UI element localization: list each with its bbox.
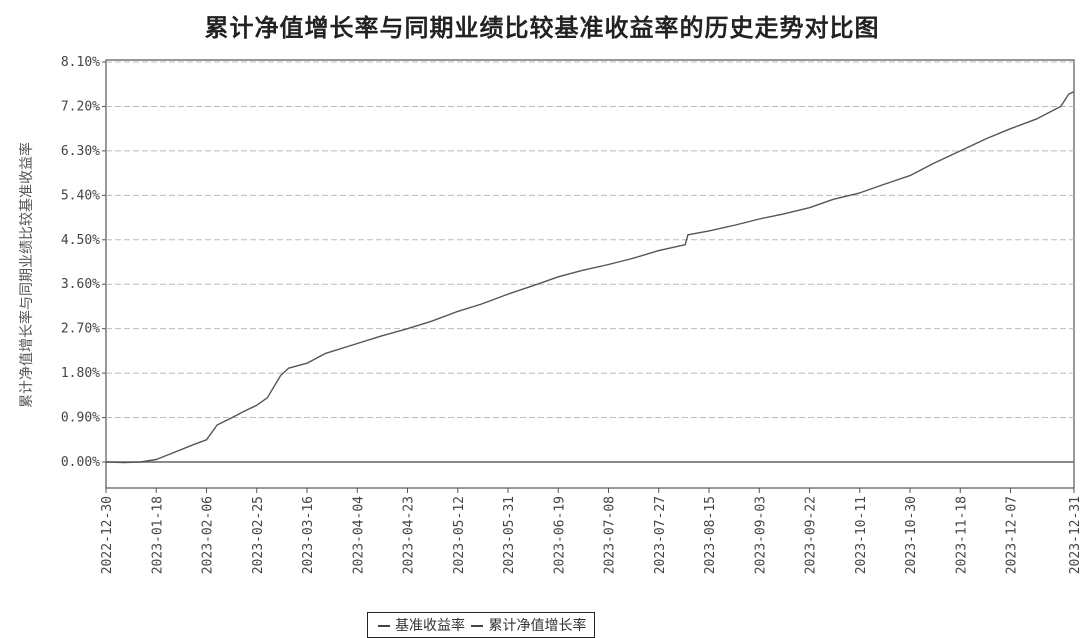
y-tick-label: 4.50% [61,233,100,248]
grid-lines [106,61,1074,463]
x-tick-label: 2023-10-30 [904,496,919,574]
x-tick-label: 2023-05-12 [452,496,467,574]
chart-title: 累计净值增长率与同期业绩比较基准收益率的历史走势对比图 [204,13,880,42]
x-tick-label: 2023-05-31 [502,496,517,574]
y-tick-label: 2.70% [61,322,100,337]
x-tick-label: 2023-08-15 [703,496,718,574]
x-tick-label: 2023-02-25 [251,496,266,574]
x-tick-label: 2023-12-31 [1068,496,1083,574]
legend-label-nav-growth: 累计净值增长率 [488,618,587,634]
series-line-nav-growth [105,90,1075,464]
x-tick-label: 2023-04-04 [351,496,366,574]
y-tick-label: 3.60% [61,277,100,292]
y-tick-label: 0.00% [61,455,100,470]
x-axis-ticks: 2022-12-30 2023-01-18 2023-02-06 2023-02-25… [100,488,1083,574]
x-tick-label: 2023-07-27 [653,496,668,574]
x-tick-label: 2023-02-06 [201,496,216,574]
x-tick-label: 2023-07-08 [603,496,618,574]
x-tick-label: 2023-09-22 [804,496,819,574]
series-lines [105,90,1075,464]
chart-plot: 0.00% 0.90% 1.80% 2.70% 3.60% 4.50% 5.40% 6.30%… [61,55,1083,574]
x-tick-label: 2023-03-16 [301,496,316,574]
x-tick-label: 2023-01-18 [150,496,165,574]
legend-swatch-nav-growth [471,625,484,627]
y-tick-label: 0.90% [61,411,100,426]
x-tick-label: 2023-10-11 [854,496,869,574]
y-tick-label: 7.20% [61,99,100,114]
x-tick-label: 2022-12-30 [100,496,115,574]
x-tick-label: 2023-11-18 [954,496,969,574]
x-tick-label: 2023-04-23 [402,496,417,574]
y-tick-label: 5.40% [61,188,100,203]
x-tick-label: 2023-06-19 [552,496,567,574]
legend: 基准收益率 累计净值增长率 [367,612,596,638]
plot-area-border [105,59,1075,489]
y-tick-label: 8.10% [61,55,100,70]
legend-label-benchmark: 基准收益率 [395,618,465,634]
y-axis-ticks: 0.00% 0.90% 1.80% 2.70% 3.60% 4.50% 5.40% 6.30%… [61,55,106,470]
y-tick-label: 6.30% [61,144,100,159]
y-tick-label: 1.80% [61,366,100,381]
legend-swatch-benchmark [378,625,390,627]
x-tick-label: 2023-09-03 [753,496,768,574]
x-tick-label: 2023-12-07 [1005,496,1020,574]
